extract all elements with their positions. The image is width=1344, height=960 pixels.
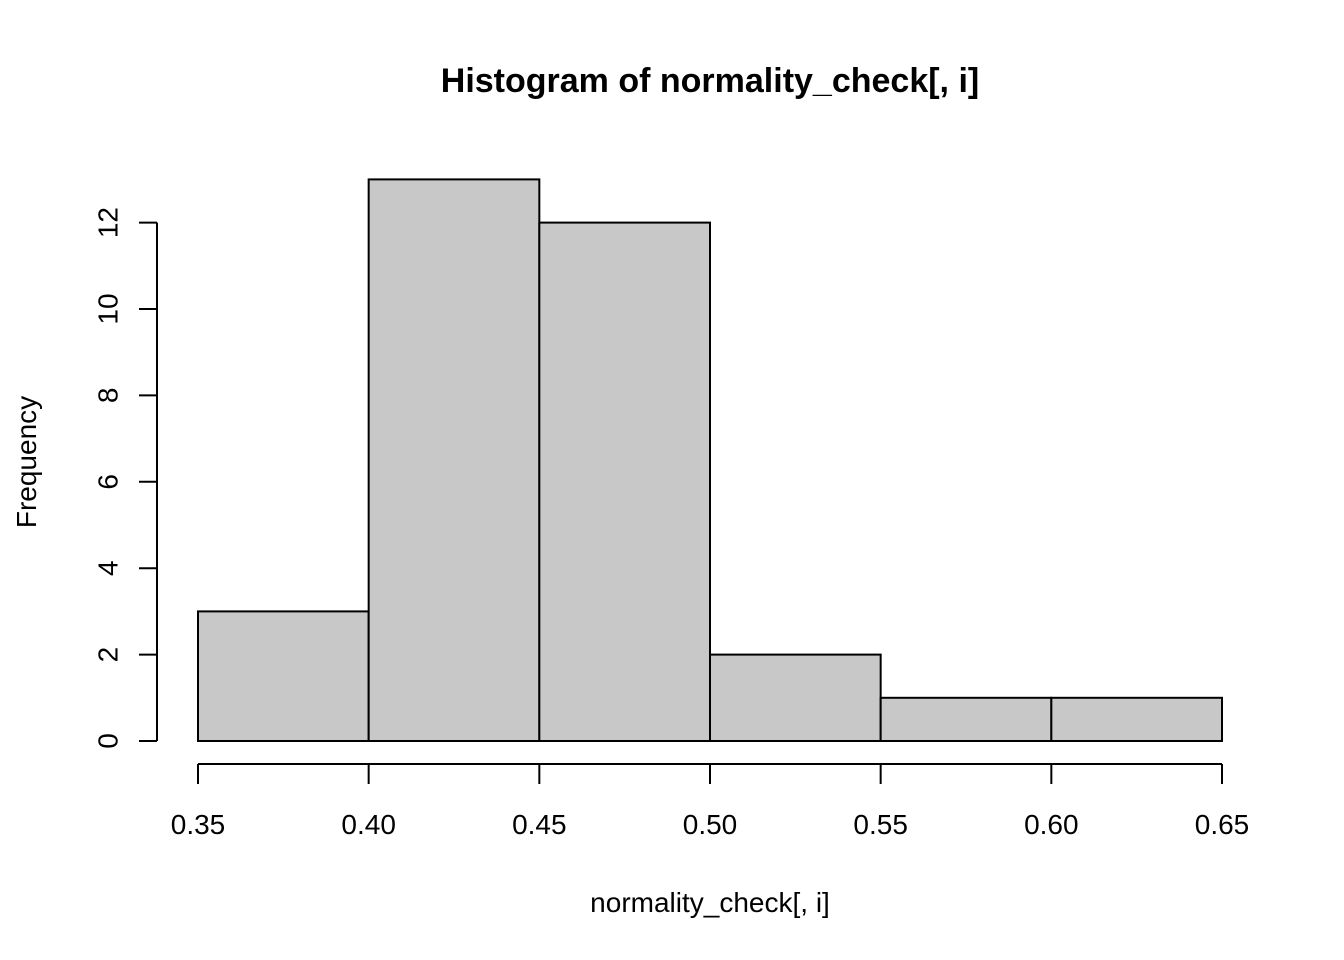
y-axis-label: Frequency [11, 396, 42, 528]
histogram-bar-3 [709, 653, 882, 742]
x-tick-label-2: 0.45 [512, 809, 567, 840]
histogram-bar-5 [1050, 696, 1224, 742]
chart-title: Histogram of normality_check[, i] [441, 62, 979, 100]
histogram-bar-1 [367, 178, 541, 742]
x-tick-label-5: 0.60 [1024, 809, 1079, 840]
histogram-bar-4 [879, 696, 1053, 742]
y-tick-label-6: 12 [92, 207, 123, 238]
y-tick-label-4: 8 [92, 388, 123, 404]
y-tick-label-0: 0 [92, 733, 123, 749]
histogram-bar-0 [197, 610, 370, 743]
histogram-bar-2 [538, 221, 711, 743]
y-tick-label-2: 4 [92, 560, 123, 576]
y-tick-label-5: 10 [92, 293, 123, 324]
x-tick-label-0: 0.35 [171, 809, 226, 840]
x-tick-label-4: 0.55 [853, 809, 908, 840]
x-tick-label-3: 0.50 [683, 809, 738, 840]
y-tick-label-3: 6 [92, 474, 123, 490]
bars-group [197, 178, 1224, 743]
y-axis: 0 2 4 6 8 10 12 [92, 207, 158, 749]
x-tick-label-6: 0.65 [1195, 809, 1250, 840]
x-tick-label-1: 0.40 [341, 809, 396, 840]
x-axis-label: normality_check[, i] [590, 887, 830, 918]
y-tick-label-1: 2 [92, 647, 123, 663]
x-axis: 0.35 0.40 0.45 0.50 0.55 0.60 0.65 [171, 763, 1250, 840]
